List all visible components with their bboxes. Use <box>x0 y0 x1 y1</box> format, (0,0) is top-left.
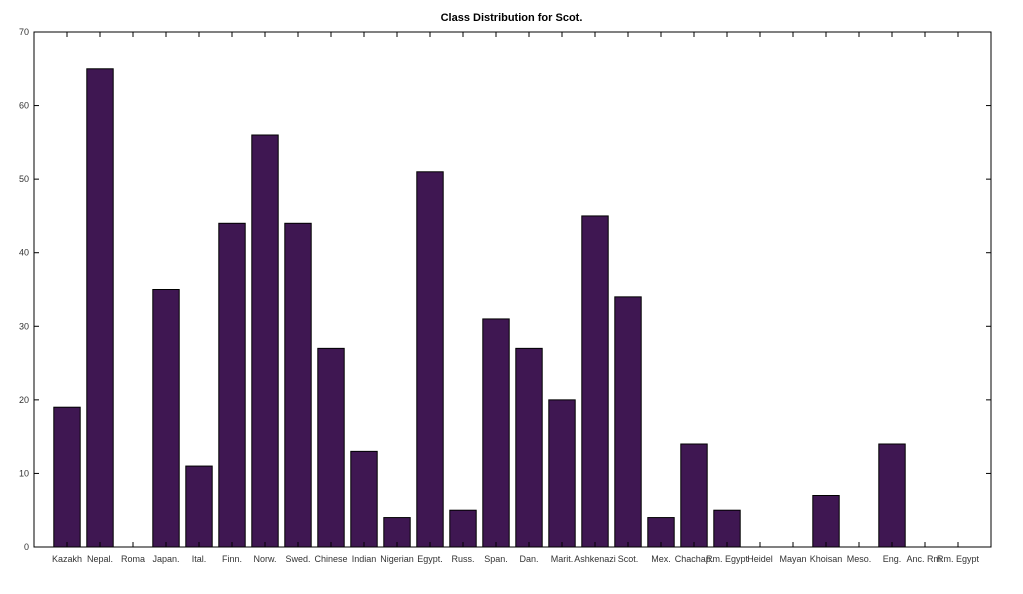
bar-marit <box>548 399 576 548</box>
bar-finn <box>218 222 246 548</box>
x-tick-label: Nigerian <box>380 554 414 564</box>
x-tick-label: Egypt. <box>417 554 443 564</box>
y-tick-label: 70 <box>19 27 29 37</box>
x-tick-label: Ital. <box>192 554 207 564</box>
bar-khoisan <box>812 495 840 548</box>
y-tick-label: 20 <box>19 395 29 405</box>
x-tick-label: Finn. <box>222 554 242 564</box>
bar-swed <box>284 222 312 548</box>
x-tick-label: Meso. <box>847 554 872 564</box>
axes-frame <box>33 31 992 548</box>
x-tick-label: Chachap. <box>675 554 714 564</box>
bar-eng <box>878 443 906 548</box>
bars-layer <box>53 68 906 548</box>
bar-chachap <box>680 443 708 548</box>
x-tick-label: Span. <box>484 554 508 564</box>
bar-egypt <box>416 171 444 548</box>
chart-title: Class Distribution for Scot. <box>440 12 583 24</box>
x-tick-label: Chinese <box>314 554 347 564</box>
x-tick-label: Nepal. <box>87 554 113 564</box>
axes-layer: 0 10 20 30 40 50 60 70 Kazakh Nepal. Roma Japan. Ita… <box>19 27 992 564</box>
x-tick-label: Scot. <box>618 554 639 564</box>
x-tick-label: Indian <box>352 554 377 564</box>
bar-norw <box>251 134 279 548</box>
x-tick-label: Dan. <box>519 554 538 564</box>
bar-chinese <box>317 347 345 548</box>
bar-nigerian <box>383 517 411 548</box>
bar-scot <box>614 296 642 548</box>
x-tick-label: Roma <box>121 554 145 564</box>
x-tick-label: Rm. Egypt <box>706 554 749 564</box>
y-tick-label: 40 <box>19 248 29 258</box>
x-tick-label: Russ. <box>451 554 474 564</box>
bar-rm-egypt <box>713 509 741 548</box>
bar-span <box>482 318 510 548</box>
y-tick-label: 60 <box>19 101 29 111</box>
x-tick-label: Khoisan <box>810 554 843 564</box>
y-tick-label: 30 <box>19 321 29 331</box>
y-tick-label: 50 <box>19 174 29 184</box>
bar-dan <box>515 347 543 548</box>
x-tick-label: Rm. Egypt <box>937 554 980 564</box>
x-tick-label: Japan. <box>152 554 179 564</box>
x-tick-label: Swed. <box>285 554 310 564</box>
bar-russ <box>449 509 477 548</box>
x-tick-label: Kazakh <box>52 554 82 564</box>
x-tick-label: Anc. Rm. <box>906 554 943 564</box>
x-tick-label: Ashkenazi <box>574 554 616 564</box>
bar-ital <box>185 465 213 548</box>
bar-kazakh <box>53 406 81 548</box>
bar-ashkenazi <box>581 215 609 548</box>
x-tick-label: Marit. <box>551 554 574 564</box>
x-tick-label: Heidel <box>747 554 773 564</box>
bar-indian <box>350 450 378 548</box>
x-tick-label: Norw. <box>253 554 276 564</box>
bar-japan <box>152 289 180 548</box>
x-tick-label: Mayan <box>779 554 806 564</box>
y-tick-label: 10 <box>19 468 29 478</box>
x-tick-label: Eng. <box>883 554 902 564</box>
bar-nepal <box>86 68 114 548</box>
x-tick-label: Mex. <box>651 554 671 564</box>
y-tick-label: 0 <box>24 542 29 552</box>
